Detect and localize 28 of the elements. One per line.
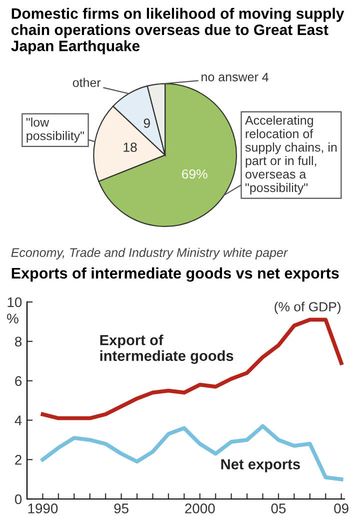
slice-label: Accelerating relocation of supply chains, in part or in full, overseas a "possibility" <box>245 116 337 195</box>
y-tick-label: 6 <box>15 376 22 386</box>
x-tick-label: 09 <box>334 504 348 514</box>
x-tick-label: 2000 <box>185 504 215 514</box>
line-series <box>40 424 344 482</box>
y-tick-label: 0 <box>14 494 22 504</box>
data-label: 69% <box>182 169 208 179</box>
chart-subtitle: (% of GDP) <box>274 302 340 314</box>
line-series <box>40 318 344 420</box>
y-tick-label: 4 <box>14 416 22 426</box>
x-tick-label: 05 <box>271 504 286 514</box>
text: Economy, Trade and Industry Ministry white paper <box>11 248 288 260</box>
y-axis-title: % <box>7 314 18 324</box>
slice-label: no answer <box>202 74 258 82</box>
data-label: 18 <box>124 142 137 152</box>
chart-title: Domestic firms on likelihood of moving supply chain operations overseas due to Great East Japan Earthquake <box>11 8 344 54</box>
y-tick-label: 10 <box>8 297 22 308</box>
y-tick-label: 2 <box>15 454 22 465</box>
series-label: Net exports <box>221 459 300 472</box>
slice-label: "low possibility" <box>26 118 84 143</box>
chart-title: Exports of intermediate goods vs net exports <box>12 267 339 282</box>
y-tick-label: 8 <box>15 336 22 347</box>
series-label: Export of intermediate goods <box>100 334 234 364</box>
data-label: 9 <box>144 118 150 128</box>
x-tick-label: 1990 <box>28 504 58 514</box>
data-label: 4 <box>262 72 268 82</box>
x-tick-label: 95 <box>114 504 128 514</box>
slice-label: other <box>72 78 101 88</box>
